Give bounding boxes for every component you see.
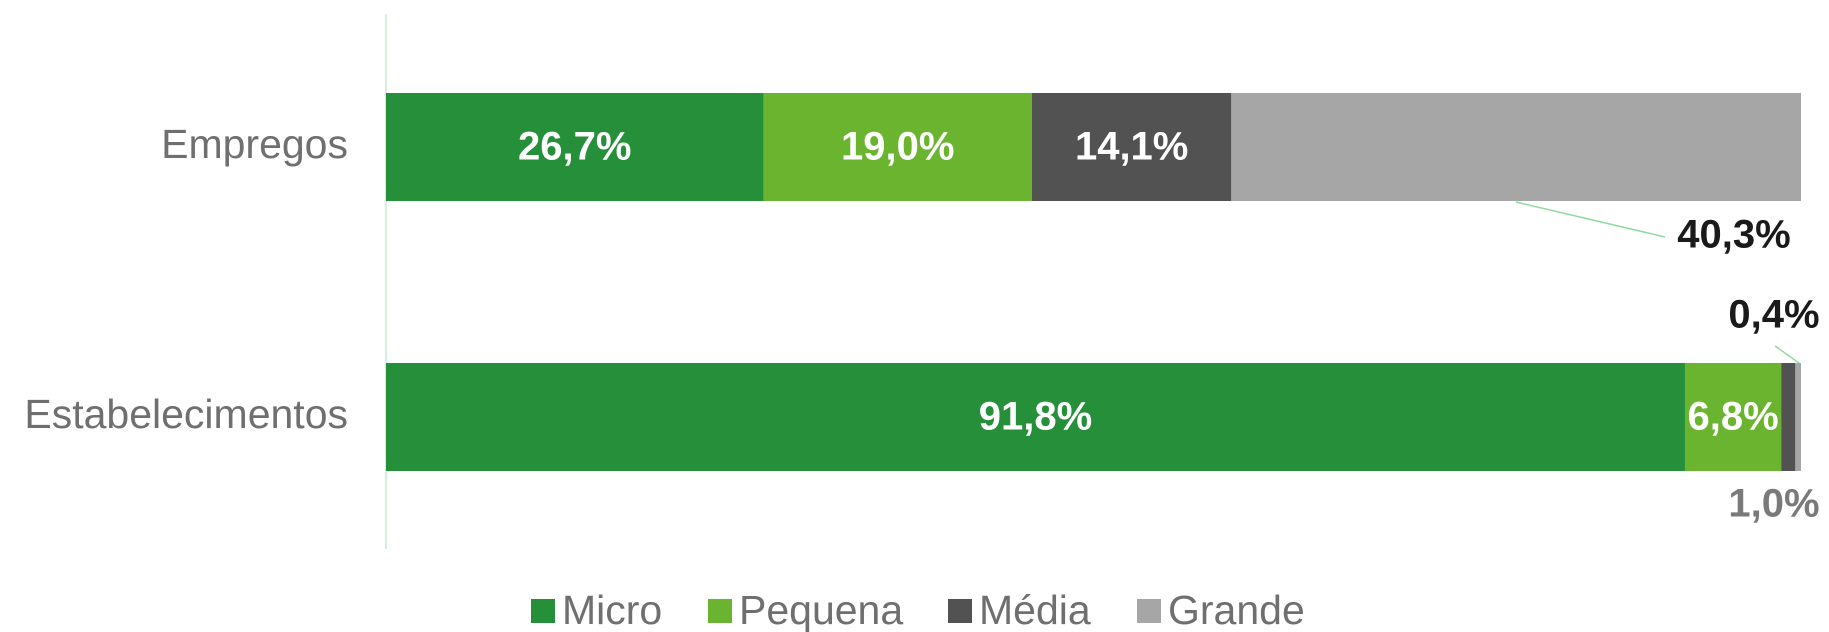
legend-swatch	[708, 599, 732, 623]
legend-swatch	[531, 599, 555, 623]
bar-segment	[1231, 93, 1801, 201]
bar-segment	[1795, 363, 1801, 471]
legend-swatch	[1137, 599, 1161, 623]
leader-line	[1774, 345, 1800, 364]
data-label: 1,0%	[1728, 482, 1819, 526]
data-label: 40,3%	[1677, 213, 1790, 257]
data-label: 26,7%	[518, 125, 631, 169]
data-label: 19,0%	[841, 125, 954, 169]
legend-label: Micro	[562, 587, 662, 632]
leader-line	[1515, 201, 1666, 238]
legend-label: Grande	[1168, 587, 1305, 632]
bar-segment	[386, 93, 764, 201]
category-label: Estabelecimentos	[24, 391, 348, 437]
bar-segment	[1032, 93, 1232, 201]
bar-segment	[1684, 363, 1782, 471]
bar-segment	[1781, 363, 1796, 471]
data-label: 0,4%	[1728, 293, 1819, 337]
bar-segment	[763, 93, 1033, 201]
category-label: Empregos	[161, 121, 348, 167]
legend-label: Média	[979, 587, 1091, 632]
legend-label: Pequena	[739, 587, 903, 632]
bar-segment	[386, 363, 1685, 471]
data-label: 6,8%	[1687, 395, 1778, 439]
data-label: 14,1%	[1075, 125, 1188, 169]
legend-swatch	[948, 599, 972, 623]
data-label: 91,8%	[979, 395, 1092, 439]
